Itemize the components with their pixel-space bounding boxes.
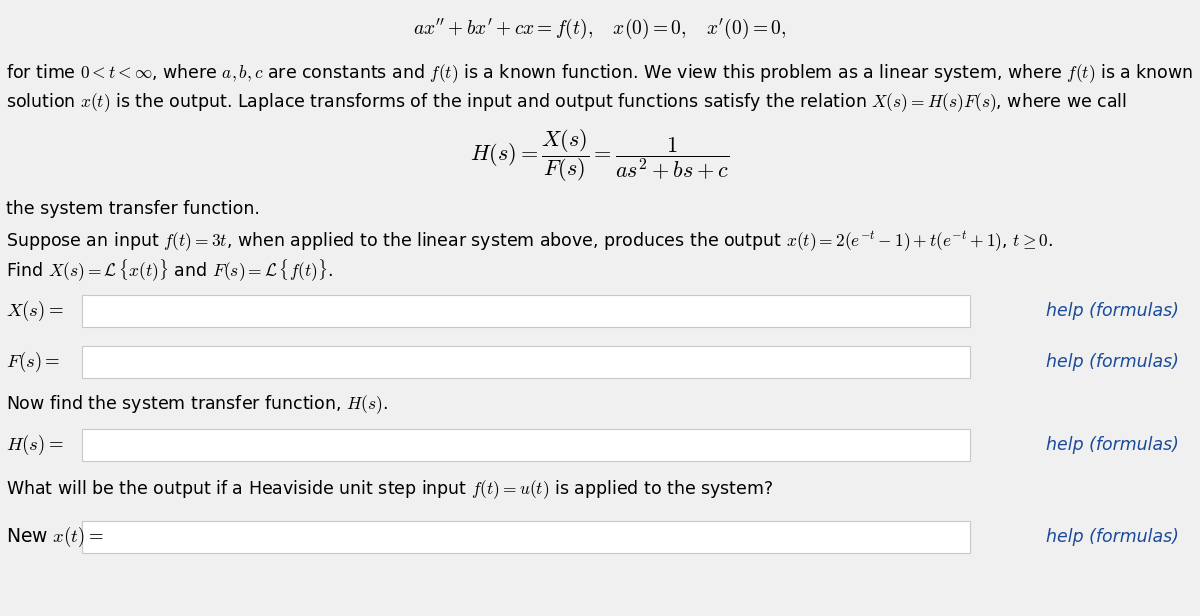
Text: Now find the system transfer function, $H(s)$.: Now find the system transfer function, $… xyxy=(6,394,388,416)
Text: $X(s) =$: $X(s) =$ xyxy=(6,299,64,323)
Text: $F(s) =$: $F(s) =$ xyxy=(6,349,60,374)
FancyBboxPatch shape xyxy=(82,521,970,553)
Text: Suppose an input $f(t) = 3t$, when applied to the linear system above, produces : Suppose an input $f(t) = 3t$, when appli… xyxy=(6,230,1052,253)
FancyBboxPatch shape xyxy=(82,429,970,461)
Text: help (formulas): help (formulas) xyxy=(1046,352,1180,371)
Text: What will be the output if a Heaviside unit step input $f(t) = u(t)$ is applied : What will be the output if a Heaviside u… xyxy=(6,479,773,501)
Text: Find $X(s) = \mathcal{L}\,\{x(t)\}$ and $F(s) = \mathcal{L}\,\{f(t)\}$.: Find $X(s) = \mathcal{L}\,\{x(t)\}$ and … xyxy=(6,258,334,284)
Text: help (formulas): help (formulas) xyxy=(1046,528,1180,546)
Text: New $x(t) =$: New $x(t) =$ xyxy=(6,525,103,549)
Text: $H(s) = \dfrac{X(s)}{F(s)} = \dfrac{1}{as^2 + bs + c}$: $H(s) = \dfrac{X(s)}{F(s)} = \dfrac{1}{a… xyxy=(470,127,730,184)
Text: help (formulas): help (formulas) xyxy=(1046,302,1180,320)
Text: help (formulas): help (formulas) xyxy=(1046,436,1180,454)
Text: $H(s) =$: $H(s) =$ xyxy=(6,432,64,457)
Text: the system transfer function.: the system transfer function. xyxy=(6,200,260,219)
Text: solution $x(t)$ is the output. Laplace transforms of the input and output functi: solution $x(t)$ is the output. Laplace t… xyxy=(6,92,1127,114)
Text: $ax'' + bx' + cx = f(t), \quad x(0) = 0, \quad x'(0) = 0,$: $ax'' + bx' + cx = f(t), \quad x(0) = 0,… xyxy=(413,17,787,41)
FancyBboxPatch shape xyxy=(82,346,970,378)
FancyBboxPatch shape xyxy=(82,295,970,327)
Text: for time $0 < t < \infty$, where $a, b, c$ are constants and $f(t)$ is a known f: for time $0 < t < \infty$, where $a, b, … xyxy=(6,63,1200,85)
